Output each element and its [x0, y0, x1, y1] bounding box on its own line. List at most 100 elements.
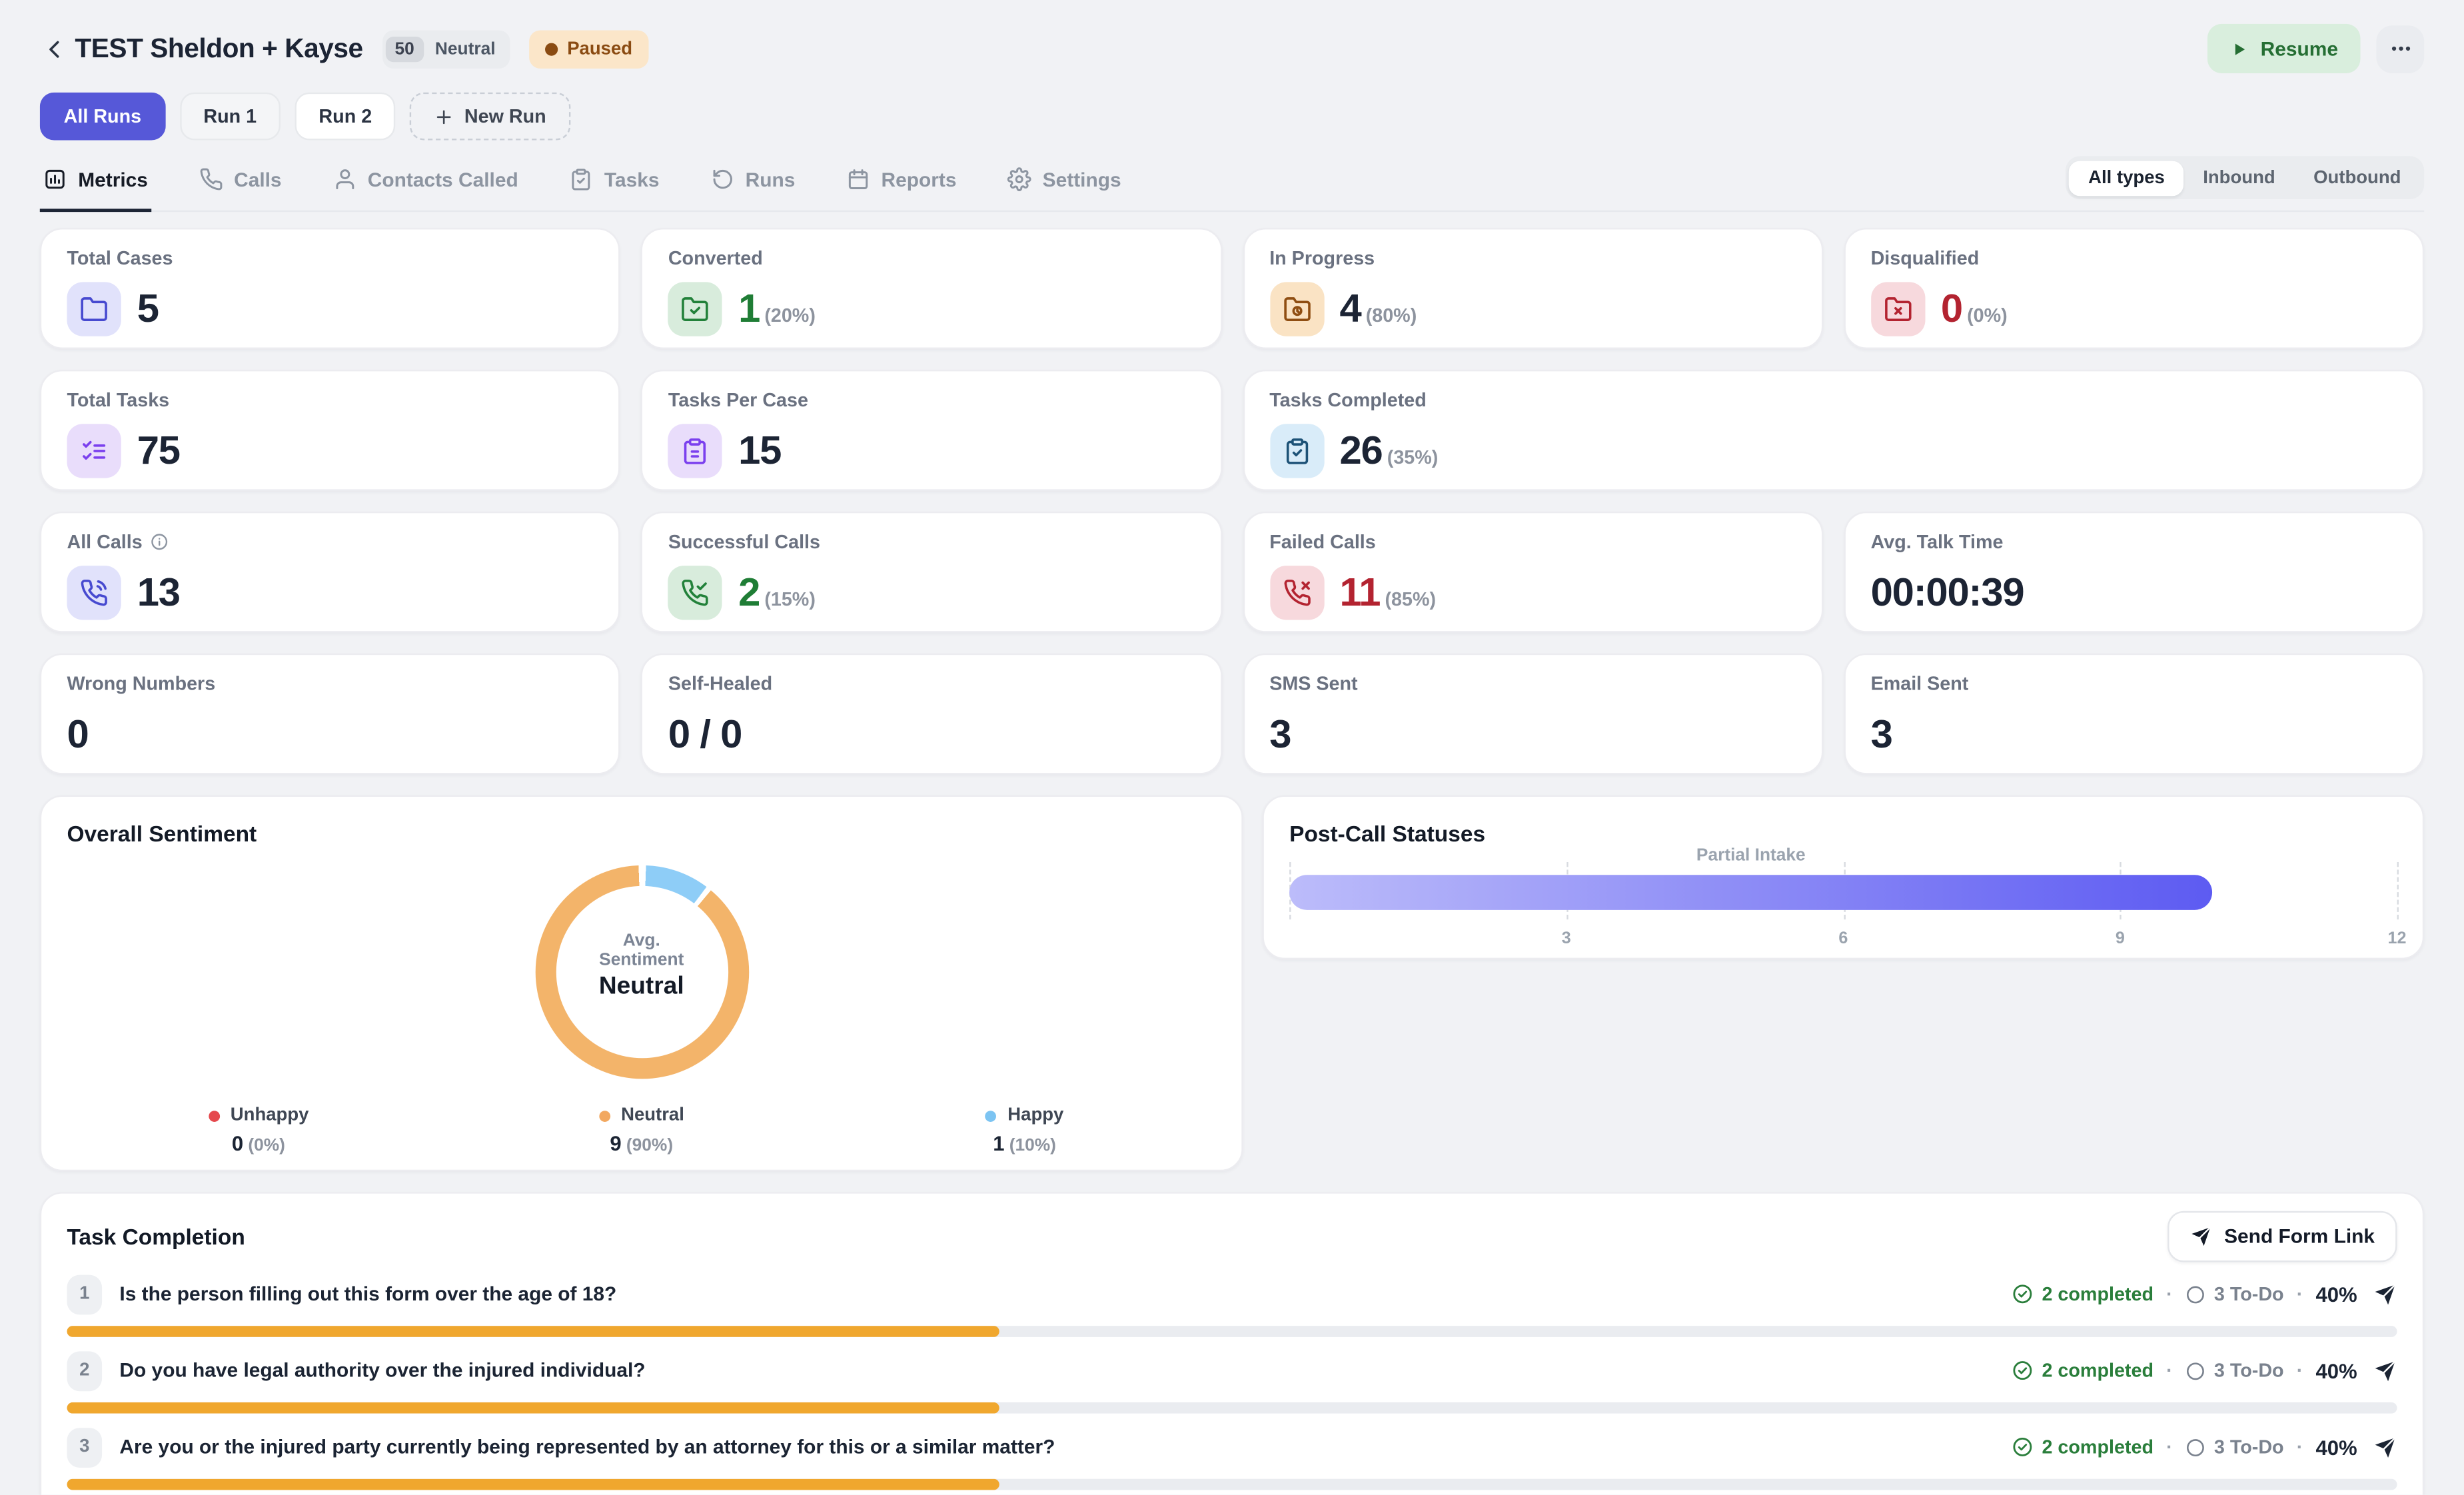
legend-percent: (90%): [626, 1136, 674, 1156]
send-form-link-label: Send Form Link: [2224, 1225, 2375, 1248]
tab-settings[interactable]: Settings: [1004, 158, 1124, 212]
run-tab-run-2[interactable]: Run 2: [295, 92, 396, 141]
tab-runs-label: Runs: [745, 168, 796, 191]
metric-label: Disqualified: [1870, 247, 1980, 270]
resume-label: Resume: [2260, 37, 2339, 60]
task-progress-track: [67, 1402, 2397, 1414]
send-icon[interactable]: [2373, 1282, 2397, 1306]
separator-dot: ·: [2166, 1359, 2173, 1382]
clipboard-check-icon: [569, 167, 593, 191]
back-icon[interactable]: [40, 34, 69, 63]
metric-value: 1: [738, 286, 760, 331]
resume-button[interactable]: Resume: [2207, 23, 2361, 74]
filter-inbound[interactable]: Inbound: [2184, 160, 2295, 195]
new-run-button[interactable]: New Run: [410, 92, 570, 141]
section-nav: Metrics Calls Contacts Called Tasks Runs: [39, 156, 2425, 213]
metric-label: Tasks Per Case: [668, 388, 808, 412]
task-row: 2 Do you have legal authority over the i…: [67, 1350, 2397, 1414]
status-badge: Paused: [528, 29, 649, 68]
tab-reports[interactable]: Reports: [843, 158, 959, 212]
plus-icon: [434, 106, 454, 127]
metric-value: 0 / 0: [668, 712, 743, 756]
tab-calls-label: Calls: [234, 168, 282, 191]
user-icon: [332, 167, 356, 191]
filter-all-types[interactable]: All types: [2069, 160, 2184, 196]
metric-percent: (15%): [764, 587, 816, 610]
sentiment-legend: Unhappy 0 (0%) Neutral 9 (90%): [67, 1106, 1216, 1155]
task-completion-title: Task Completion: [67, 1224, 245, 1250]
tab-tasks[interactable]: Tasks: [566, 158, 662, 212]
tab-tasks-label: Tasks: [604, 168, 660, 191]
top-bar: TEST Sheldon + Kayse 50 Neutral Paused R…: [40, 0, 2425, 74]
play-icon: [2230, 39, 2249, 59]
post-call-title: Post-Call Statuses: [1289, 820, 1486, 847]
check-circle-icon: [2012, 1359, 2034, 1381]
task-progress-track: [67, 1478, 2397, 1490]
bar-label: Partial Intake: [1696, 846, 1806, 865]
metric-card-self-healed: Self-Healed 0 / 0: [641, 653, 1222, 775]
task-progress-track: [67, 1326, 2397, 1337]
metric-card-successful-calls: Successful Calls 2 (15%): [641, 511, 1222, 633]
metric-label: All Calls: [67, 530, 143, 554]
folder-icon: [80, 295, 109, 324]
metric-label: Email Sent: [1870, 672, 1969, 695]
more-options-button[interactable]: [2376, 25, 2425, 73]
separator-dot: ·: [2296, 1359, 2303, 1382]
tab-calls[interactable]: Calls: [196, 158, 285, 212]
call-type-filter: All types Inbound Outbound: [2065, 156, 2425, 199]
check-circle-icon: [2012, 1283, 2034, 1305]
tab-contacts-called[interactable]: Contacts Called: [329, 158, 521, 212]
sentiment-score-badge: 50 Neutral: [382, 29, 510, 68]
metric-value: 5: [137, 286, 159, 331]
metric-percent: (35%): [1387, 445, 1439, 468]
folder-x-icon: [1884, 295, 1912, 324]
todo-count: 3 To-Do: [2213, 1436, 2284, 1458]
run-tab-all-runs[interactable]: All Runs: [39, 92, 165, 141]
legend-item-happy: Happy 1 (10%): [833, 1106, 1216, 1155]
todo-count: 3 To-Do: [2213, 1282, 2284, 1306]
metric-label: Total Tasks: [67, 388, 170, 412]
legend-value: 9: [610, 1131, 622, 1156]
tab-runs[interactable]: Runs: [707, 158, 798, 212]
filter-outbound[interactable]: Outbound: [2294, 160, 2420, 195]
task-question: Do you have legal authority over the inj…: [119, 1359, 646, 1382]
metric-value: 2: [738, 570, 760, 615]
metric-label: Successful Calls: [668, 530, 821, 554]
info-icon[interactable]: [151, 532, 170, 552]
axis-tick: 12: [2387, 929, 2407, 949]
check-circle-icon: [2012, 1436, 2034, 1458]
circle-icon: [2185, 1284, 2206, 1304]
metric-value: 0: [67, 712, 89, 756]
completion-percent: 40%: [2315, 1282, 2357, 1306]
send-form-link-button[interactable]: Send Form Link: [2166, 1211, 2397, 1262]
completed-count: 2 completed: [2042, 1282, 2154, 1306]
tab-metrics-label: Metrics: [78, 168, 148, 191]
task-progress-fill: [67, 1402, 999, 1414]
task-question: Is the person filling out this form over…: [119, 1282, 617, 1306]
tab-metrics[interactable]: Metrics: [39, 158, 151, 213]
metric-label: Wrong Numbers: [67, 672, 216, 695]
unhappy-dot-icon: [208, 1110, 220, 1121]
legend-value: 1: [993, 1131, 1005, 1156]
metric-value: 13: [137, 570, 181, 615]
circle-icon: [2185, 1360, 2206, 1381]
metrics-grid: Total Cases 5 Converted 1 (20%) In Progre…: [39, 228, 2425, 775]
metric-card-in-progress: In Progress 4 (80%): [1242, 228, 1823, 349]
separator-dot: ·: [2166, 1436, 2173, 1458]
send-icon[interactable]: [2373, 1358, 2397, 1382]
run-tab-run-1[interactable]: Run 1: [179, 92, 281, 141]
send-icon[interactable]: [2373, 1435, 2397, 1459]
axis-tick: 6: [1838, 929, 1848, 949]
post-call-bar-chart: Partial Intake 3 6 9 12: [1289, 846, 2407, 949]
metric-percent: (20%): [764, 303, 816, 326]
list-checks-icon: [80, 436, 109, 465]
metric-card-wrong-numbers: Wrong Numbers 0: [39, 653, 621, 775]
task-row: 1 Is the person filling out this form ov…: [67, 1273, 2397, 1337]
phone-icon: [199, 167, 223, 191]
legend-percent: (10%): [1009, 1136, 1056, 1156]
partial-intake-bar: [1289, 875, 2213, 910]
separator-dot: ·: [2166, 1282, 2173, 1306]
metric-label: Self-Healed: [668, 672, 773, 695]
tab-contacts-called-label: Contacts Called: [367, 168, 518, 191]
